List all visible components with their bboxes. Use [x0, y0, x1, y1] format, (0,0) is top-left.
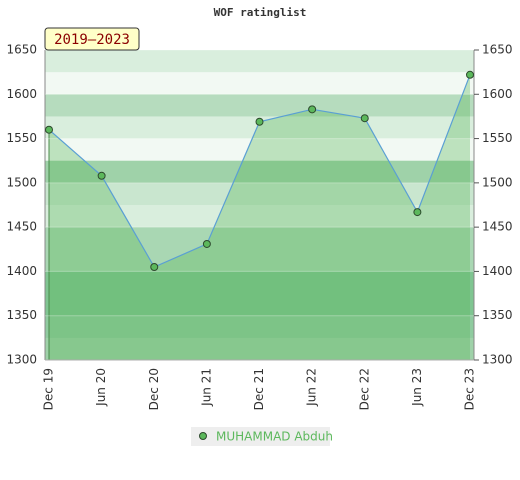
- x-tick-label: Dec 19: [42, 368, 56, 410]
- plot-area: 1300 1300 1350 1350 1400 1400 1450 1450 1500 1500…: [6, 43, 512, 411]
- legend-label: MUHAMMAD Abduh: [216, 430, 333, 444]
- x-tick-label: Jun 22: [305, 368, 319, 407]
- background-band: [45, 182, 474, 206]
- background-band: [45, 94, 474, 117]
- background-band: [45, 315, 474, 339]
- y-tick-label: 1500: [6, 175, 37, 189]
- y2-tick-label: 1300: [482, 353, 513, 367]
- point: [466, 70, 474, 79]
- point: [202, 239, 211, 248]
- y-tick-label: 1400: [6, 264, 37, 278]
- y-tick-label: 1350: [6, 308, 37, 322]
- x-tick-label: Dec 20: [147, 368, 161, 410]
- y2-tick-label: 1500: [482, 175, 513, 189]
- x-tick-label: Dec 21: [252, 368, 266, 410]
- badge: 2019–2023: [54, 32, 130, 48]
- chart-title: WOF ratinglist: [214, 6, 307, 19]
- y2-tick-label: 1600: [482, 87, 513, 101]
- background-band: [45, 205, 474, 228]
- background-band: [45, 72, 474, 95]
- y-tick-label: 1300: [6, 353, 37, 367]
- background-band: [45, 160, 474, 184]
- point: [360, 114, 369, 123]
- x-tick-label: Jun 21: [199, 368, 213, 407]
- y2-tick-label: 1450: [482, 220, 513, 234]
- background-band: [45, 337, 474, 361]
- legend-marker: [199, 432, 207, 440]
- point: [413, 208, 422, 217]
- badge-box: [44, 27, 140, 51]
- y-tick-label: 1600: [6, 87, 37, 101]
- point: [150, 263, 159, 271]
- x-tick-label: Jun 20: [94, 368, 108, 407]
- background-band: [45, 50, 474, 73]
- point: [308, 105, 317, 114]
- y2-tick-label: 1350: [482, 308, 513, 322]
- legend: [191, 427, 330, 446]
- y2-tick-label: 1650: [482, 43, 513, 57]
- background-band: [45, 138, 474, 162]
- y-tick-label: 1550: [6, 131, 37, 145]
- x-tick-label: Dec 23: [463, 368, 477, 410]
- point: [45, 125, 53, 134]
- area: [49, 74, 470, 361]
- x-tick-label: Dec 22: [357, 368, 371, 410]
- x-tick-label: Jun 23: [410, 368, 424, 407]
- y2-tick-label: 1550: [482, 131, 513, 145]
- y-tick-label: 1450: [6, 220, 37, 234]
- point: [255, 117, 264, 126]
- background-band: [45, 227, 474, 250]
- y2-tick-label: 1400: [482, 264, 513, 278]
- background-band: [45, 271, 474, 295]
- y-tick-label: 1650: [6, 43, 37, 57]
- point: [97, 171, 106, 180]
- background-band: [45, 293, 474, 317]
